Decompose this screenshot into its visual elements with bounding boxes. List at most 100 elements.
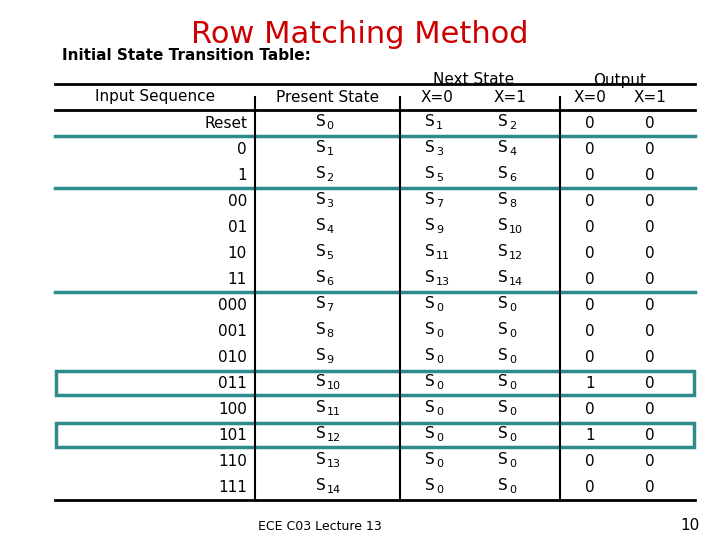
Text: 0: 0: [585, 193, 595, 208]
Text: 0: 0: [585, 323, 595, 339]
Text: 0: 0: [509, 329, 516, 339]
Text: 0: 0: [585, 402, 595, 416]
Text: 0: 0: [436, 485, 443, 495]
Text: 0: 0: [645, 375, 654, 390]
Text: 1: 1: [585, 375, 595, 390]
Text: X=1: X=1: [494, 90, 526, 105]
Text: S: S: [498, 401, 508, 415]
Text: ECE C03 Lecture 13: ECE C03 Lecture 13: [258, 519, 382, 532]
Text: 110: 110: [218, 454, 247, 469]
Text: S: S: [426, 348, 435, 363]
Text: 11: 11: [228, 272, 247, 287]
Text: 0: 0: [509, 381, 516, 391]
Text: S: S: [498, 348, 508, 363]
Text: 0: 0: [436, 355, 443, 365]
Text: S: S: [316, 166, 325, 181]
Text: S: S: [316, 401, 325, 415]
Text: 10: 10: [509, 225, 523, 235]
Text: S: S: [316, 271, 325, 286]
Text: Output: Output: [593, 72, 647, 87]
Text: 0: 0: [645, 323, 654, 339]
Text: 0: 0: [326, 121, 333, 131]
Text: Next State: Next State: [433, 72, 514, 87]
Text: 001: 001: [218, 323, 247, 339]
Bar: [56, 423, 694, 447]
Text: 0: 0: [585, 141, 595, 157]
Text: 000: 000: [218, 298, 247, 313]
Text: S: S: [316, 140, 325, 156]
Text: S: S: [498, 322, 508, 338]
Text: S: S: [426, 271, 435, 286]
Text: 010: 010: [218, 349, 247, 364]
Text: X=1: X=1: [634, 90, 667, 105]
Text: S: S: [498, 114, 508, 130]
Text: S: S: [316, 219, 325, 233]
Text: 4: 4: [326, 225, 333, 235]
Text: S: S: [426, 453, 435, 468]
Text: 3: 3: [436, 147, 443, 157]
Text: Present State: Present State: [276, 90, 379, 105]
Text: 111: 111: [218, 480, 247, 495]
Text: S: S: [498, 219, 508, 233]
Text: 0: 0: [645, 480, 654, 495]
Text: S: S: [426, 427, 435, 442]
Text: 6: 6: [509, 173, 516, 183]
Text: 0: 0: [585, 272, 595, 287]
Text: 14: 14: [509, 277, 523, 287]
Text: 8: 8: [509, 199, 516, 209]
Text: S: S: [426, 478, 435, 494]
Text: 13: 13: [326, 459, 341, 469]
Text: 7: 7: [326, 303, 333, 313]
Text: 7: 7: [436, 199, 443, 209]
Text: 3: 3: [326, 199, 333, 209]
Text: Input Sequence: Input Sequence: [95, 90, 215, 105]
Text: 1: 1: [585, 428, 595, 442]
Text: S: S: [498, 140, 508, 156]
Text: S: S: [316, 453, 325, 468]
Text: 13: 13: [436, 277, 450, 287]
Text: S: S: [316, 375, 325, 389]
Text: 0: 0: [509, 407, 516, 417]
Text: 0: 0: [645, 272, 654, 287]
Text: 10: 10: [326, 381, 341, 391]
Text: 11: 11: [326, 407, 341, 417]
Text: 0: 0: [436, 329, 443, 339]
Text: S: S: [426, 401, 435, 415]
Text: 0: 0: [585, 298, 595, 313]
Text: S: S: [426, 322, 435, 338]
Text: S: S: [498, 245, 508, 260]
Text: S: S: [498, 478, 508, 494]
Text: S: S: [498, 192, 508, 207]
Text: 0: 0: [509, 303, 516, 313]
Text: S: S: [426, 166, 435, 181]
Text: S: S: [498, 427, 508, 442]
Text: S: S: [316, 245, 325, 260]
Text: 100: 100: [218, 402, 247, 416]
Text: 0: 0: [645, 193, 654, 208]
Text: 0: 0: [645, 402, 654, 416]
Text: 0: 0: [509, 459, 516, 469]
Text: 0: 0: [585, 349, 595, 364]
Text: 12: 12: [326, 433, 341, 443]
Text: S: S: [498, 271, 508, 286]
Text: 9: 9: [326, 355, 333, 365]
Text: X=0: X=0: [574, 90, 606, 105]
Text: Initial State Transition Table:: Initial State Transition Table:: [62, 48, 311, 63]
Text: 0: 0: [436, 303, 443, 313]
Text: S: S: [426, 140, 435, 156]
Text: 0: 0: [585, 219, 595, 234]
Text: S: S: [498, 166, 508, 181]
Text: S: S: [498, 375, 508, 389]
Text: 0: 0: [645, 167, 654, 183]
Text: 1: 1: [238, 167, 247, 183]
Text: 0: 0: [585, 246, 595, 260]
Text: 101: 101: [218, 428, 247, 442]
Text: 0: 0: [585, 167, 595, 183]
Text: 0: 0: [436, 459, 443, 469]
Text: 0: 0: [645, 349, 654, 364]
Text: 8: 8: [326, 329, 333, 339]
Bar: [56, 371, 694, 395]
Text: 01: 01: [228, 219, 247, 234]
Text: 0: 0: [585, 116, 595, 131]
Text: S: S: [498, 453, 508, 468]
